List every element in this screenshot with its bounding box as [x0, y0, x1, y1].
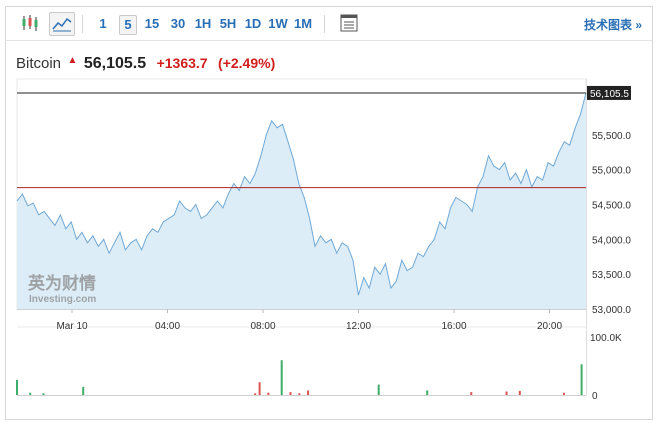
area-chart-button[interactable]	[49, 12, 75, 36]
y-tick-label: 55,500.0	[592, 131, 631, 142]
volume-tick-label: 100.0K	[590, 333, 622, 344]
price-area	[17, 92, 586, 310]
instrument-name: Bitcoin	[16, 55, 62, 72]
interval-button-30[interactable]: 30	[170, 16, 186, 31]
current-price-tag-label: 56,105.5	[590, 89, 629, 100]
x-tick-label: Mar 10	[56, 321, 88, 332]
volume-bar	[29, 392, 32, 395]
interval-button-5[interactable]: 5	[119, 15, 137, 35]
interval-button-1w[interactable]: 1W	[268, 16, 288, 31]
volume-bar	[82, 386, 85, 395]
volume-bar	[377, 384, 380, 395]
volume-tick-label: 0	[592, 391, 598, 402]
area-chart-icon	[52, 17, 72, 32]
volume-bar	[307, 390, 310, 395]
interval-button-5h[interactable]: 5H	[219, 16, 237, 31]
quote-header: Bitcoin ▲ 56,105.5 +1363.7 (+2.49%)	[16, 55, 275, 75]
volume-bar	[580, 364, 583, 395]
y-tick-label: 55,000.0	[592, 166, 631, 177]
current-price-tag	[587, 85, 631, 100]
volume-bar	[16, 379, 18, 395]
y-tick-label: 53,500.0	[592, 270, 631, 281]
x-tick-label: 04:00	[155, 321, 180, 332]
volume-bar	[298, 393, 301, 395]
x-tick-label: 12:00	[346, 321, 371, 332]
volume-bar	[254, 393, 257, 395]
toolbar-divider	[82, 15, 83, 33]
x-tick-label: 20:00	[537, 321, 562, 332]
watermark-en: Investing.com	[29, 294, 96, 305]
interval-button-1[interactable]: 1	[99, 16, 107, 31]
volume-bar	[426, 390, 429, 395]
volume-bar	[562, 392, 565, 395]
chart-widget: 1 5 15 30 1H 5H 1D 1W 1M 技术图表 » Bitcoin …	[5, 6, 653, 420]
price-line	[16, 92, 587, 296]
up-arrow-icon: ▲	[67, 55, 78, 66]
watermark: 英为财情 Investing.com	[28, 273, 96, 305]
price-chart[interactable]: 56,105.5 55,500.0 55,000.0 54,500.0 54,000.…	[6, 7, 652, 419]
volume-bar	[258, 382, 261, 395]
candlestick-icon[interactable]	[20, 13, 42, 33]
interval-button-1d[interactable]: 1D	[244, 16, 262, 31]
volume-bar	[470, 392, 473, 395]
watermark-cn: 英为财情	[28, 273, 96, 294]
last-price: 56,105.5	[83, 55, 147, 72]
y-tick-label: 54,000.0	[592, 235, 631, 246]
price-change: +1363.7	[156, 55, 208, 71]
volume-bar	[518, 390, 521, 395]
volume-bar	[289, 392, 292, 395]
volume-bar	[42, 393, 45, 395]
interval-button-15[interactable]: 15	[144, 16, 160, 31]
volume-bar	[267, 392, 270, 395]
volume-bar	[505, 391, 508, 395]
price-change-percent: (+2.49%)	[218, 55, 276, 71]
interval-button-1m[interactable]: 1M	[293, 16, 313, 31]
settings-panel-icon[interactable]	[338, 13, 360, 33]
x-tick-label: 16:00	[441, 321, 466, 332]
x-tick-label: 08:00	[250, 321, 275, 332]
interval-button-1h[interactable]: 1H	[194, 16, 212, 31]
technical-chart-link[interactable]: 技术图表 »	[583, 18, 642, 32]
y-tick-label: 53,000.0	[592, 305, 631, 316]
toolbar-divider	[324, 15, 325, 33]
volume-bar	[280, 360, 283, 395]
chart-toolbar: 1 5 15 30 1H 5H 1D 1W 1M 技术图表 »	[6, 7, 652, 41]
y-tick-label: 54,500.0	[592, 200, 631, 211]
